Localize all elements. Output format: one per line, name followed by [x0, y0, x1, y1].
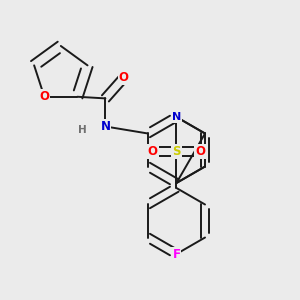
Text: O: O: [148, 145, 158, 158]
Text: O: O: [39, 90, 49, 103]
Text: N: N: [100, 120, 110, 133]
Text: H: H: [78, 125, 87, 135]
Text: S: S: [172, 145, 181, 158]
Text: O: O: [195, 145, 205, 158]
Text: N: N: [172, 112, 181, 122]
Text: F: F: [172, 248, 180, 260]
Text: O: O: [118, 71, 129, 84]
